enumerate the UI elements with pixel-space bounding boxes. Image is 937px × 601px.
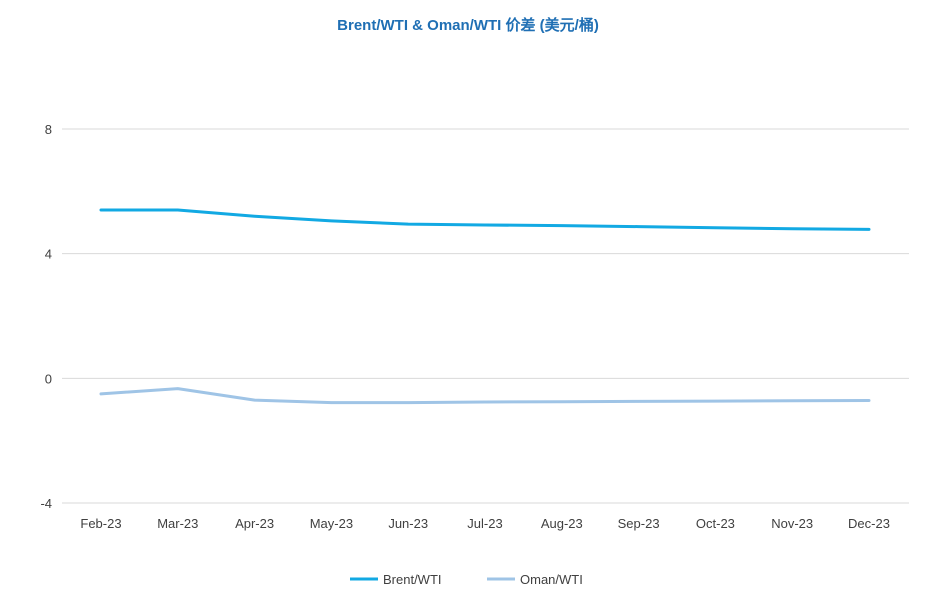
grid-lines	[62, 128, 909, 504]
legend-label: Brent/WTI	[383, 572, 442, 587]
x-tick-label: Mar-23	[157, 516, 198, 531]
chart-title: Brent/WTI & Oman/WTI 价差 (美元/桶)	[337, 16, 599, 34]
legend-label: Oman/WTI	[520, 572, 583, 587]
y-axis-ticks: -4 0 4 8	[40, 122, 52, 511]
series-lines	[99, 208, 871, 405]
x-tick-label: Jul-23	[467, 516, 502, 531]
x-tick-label: Jun-23	[388, 516, 428, 531]
x-tick-label: Aug-23	[541, 516, 583, 531]
y-tick-label: 4	[45, 247, 52, 262]
x-tick-label: Oct-23	[696, 516, 735, 531]
y-tick-label: 8	[45, 122, 52, 137]
x-tick-label: Sep-23	[618, 516, 660, 531]
x-axis-ticks: Feb-23 Mar-23 Apr-23 May-23 Jun-23 Jul-23 Aug-…	[80, 516, 890, 531]
x-tick-label: Apr-23	[235, 516, 274, 531]
x-tick-label: May-23	[310, 516, 353, 531]
y-tick-label: 0	[45, 371, 52, 386]
series-line-oman-wti	[99, 387, 871, 405]
legend: Brent/WTI Oman/WTI	[350, 572, 583, 587]
x-tick-label: Feb-23	[80, 516, 121, 531]
series-line-brent-wti	[99, 208, 871, 231]
x-tick-label: Nov-23	[771, 516, 813, 531]
y-tick-label: -4	[40, 496, 52, 511]
x-tick-label: Dec-23	[848, 516, 890, 531]
